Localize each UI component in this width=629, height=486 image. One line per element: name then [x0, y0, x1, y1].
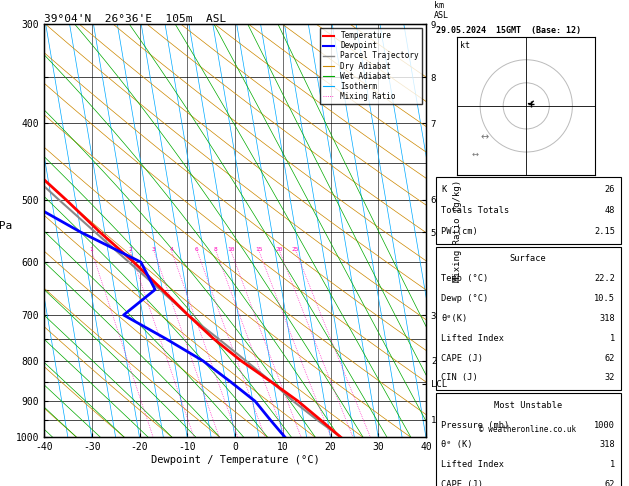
Bar: [435, 177, 621, 244]
Text: θᵉ(K): θᵉ(K): [442, 314, 467, 323]
Text: CIN (J): CIN (J): [442, 373, 478, 382]
Text: CAPE (J): CAPE (J): [442, 354, 483, 363]
Bar: [435, 393, 621, 486]
Text: 48: 48: [604, 206, 615, 215]
Text: 25: 25: [292, 247, 299, 252]
Text: 39°04'N  26°36'E  105m  ASL: 39°04'N 26°36'E 105m ASL: [44, 14, 226, 23]
Text: ↔: ↔: [472, 150, 479, 158]
Text: 32: 32: [604, 373, 615, 382]
Text: 62: 62: [604, 354, 615, 363]
Text: ↔: ↔: [481, 133, 489, 142]
Text: km
ASL: km ASL: [433, 1, 448, 20]
Text: 62: 62: [604, 480, 615, 486]
Text: 6: 6: [195, 247, 199, 252]
Y-axis label: hPa: hPa: [0, 221, 12, 231]
Y-axis label: Mixing Ratio (g/kg): Mixing Ratio (g/kg): [452, 180, 462, 282]
Text: 1000: 1000: [594, 420, 615, 430]
Text: θᵉ (K): θᵉ (K): [442, 440, 473, 450]
Text: © weatheronline.co.uk: © weatheronline.co.uk: [479, 425, 576, 434]
Text: CAPE (J): CAPE (J): [442, 480, 483, 486]
Text: 10: 10: [227, 247, 235, 252]
Text: 8: 8: [214, 247, 218, 252]
Text: Temp (°C): Temp (°C): [442, 274, 489, 283]
Text: Dewp (°C): Dewp (°C): [442, 294, 489, 303]
Text: 2: 2: [128, 247, 132, 252]
Text: Surface: Surface: [509, 255, 547, 263]
Text: K: K: [442, 186, 447, 194]
Text: 22.2: 22.2: [594, 274, 615, 283]
Text: Pressure (mb): Pressure (mb): [442, 420, 509, 430]
Text: Most Unstable: Most Unstable: [494, 400, 562, 410]
Text: 29.05.2024  15GMT  (Base: 12): 29.05.2024 15GMT (Base: 12): [435, 26, 581, 35]
Text: PW (cm): PW (cm): [442, 227, 478, 236]
Text: 20: 20: [276, 247, 283, 252]
Text: 1: 1: [610, 334, 615, 343]
X-axis label: Dewpoint / Temperature (°C): Dewpoint / Temperature (°C): [150, 455, 320, 465]
Bar: [435, 246, 621, 390]
Legend: Temperature, Dewpoint, Parcel Trajectory, Dry Adiabat, Wet Adiabat, Isotherm, Mi: Temperature, Dewpoint, Parcel Trajectory…: [320, 28, 422, 104]
Text: 318: 318: [599, 314, 615, 323]
Text: Lifted Index: Lifted Index: [442, 460, 504, 469]
Text: 26: 26: [604, 186, 615, 194]
Text: Totals Totals: Totals Totals: [442, 206, 509, 215]
Text: kt: kt: [460, 41, 470, 50]
Text: 2.15: 2.15: [594, 227, 615, 236]
Text: 3: 3: [152, 247, 156, 252]
Text: 1: 1: [89, 247, 93, 252]
Text: 318: 318: [599, 440, 615, 450]
Text: 10.5: 10.5: [594, 294, 615, 303]
Text: Lifted Index: Lifted Index: [442, 334, 504, 343]
Text: 15: 15: [255, 247, 262, 252]
Text: 1: 1: [610, 460, 615, 469]
Text: 4: 4: [169, 247, 173, 252]
